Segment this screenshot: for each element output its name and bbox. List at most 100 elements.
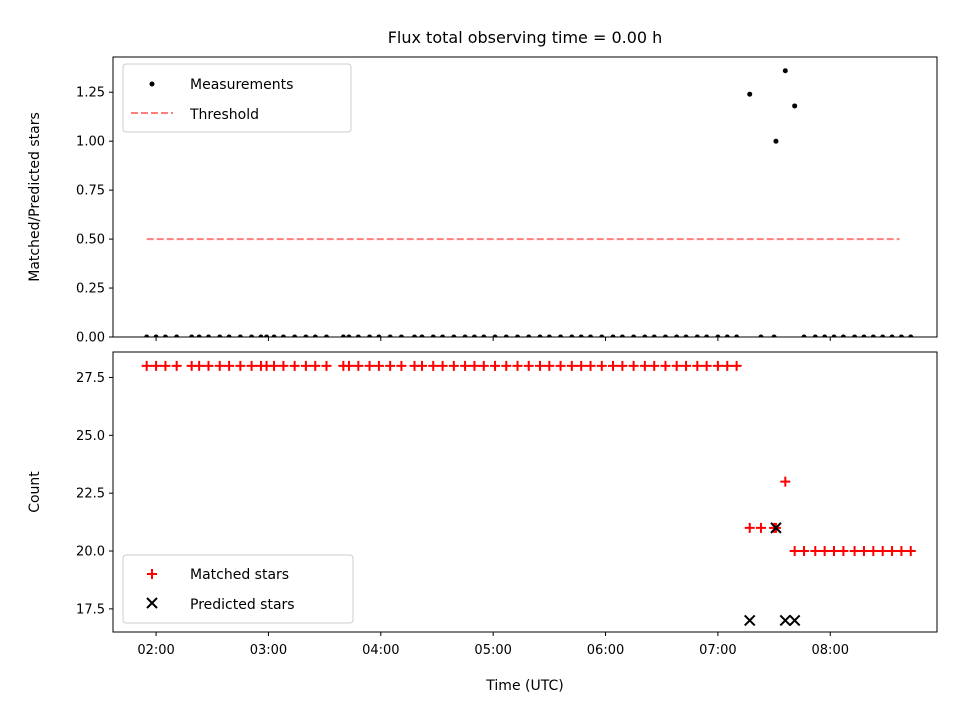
- matched-stars-point: [417, 360, 427, 371]
- matched-stars-point: [300, 360, 311, 371]
- matched-stars-point: [660, 360, 671, 371]
- matched-stars-point: [310, 360, 321, 371]
- matched-stars-point: [194, 360, 205, 371]
- measurements-point: [569, 334, 575, 337]
- bottom-y-tick-label: 17.5: [76, 602, 105, 617]
- matched-stars-point: [343, 360, 354, 371]
- matched-stars-point: [639, 360, 650, 371]
- matched-stars-point: [278, 360, 289, 371]
- measurements-point: [588, 334, 594, 337]
- matched-stars-point: [289, 360, 300, 371]
- matched-stars-point: [269, 360, 280, 371]
- matched-stars-point: [448, 360, 459, 371]
- matched-stars-point: [321, 360, 332, 371]
- measurements-point: [412, 334, 418, 337]
- top-panel: 0.00 0.25 0.50 0.75 1.00 1.25: [76, 56, 938, 346]
- matched-stars-point: [203, 360, 214, 371]
- bottom-y-tick-label: 20.0: [76, 545, 105, 560]
- bottom-x-tick-label: 06:00: [587, 643, 624, 658]
- top-axes-frame: [112, 56, 938, 338]
- measurements-point: [734, 334, 740, 337]
- matched-stars-point: [585, 360, 596, 371]
- measurements-point: [451, 334, 457, 337]
- measurements-point: [492, 334, 498, 337]
- matched-stars-point: [214, 360, 225, 371]
- measurements-point: [792, 103, 798, 109]
- measurements-point: [771, 334, 777, 337]
- measurements-point: [376, 334, 382, 337]
- bottom-x-tick-label: 08:00: [812, 643, 849, 658]
- measurements-point: [271, 334, 277, 337]
- measurements-point: [196, 334, 202, 337]
- matched-stars-point: [437, 360, 448, 371]
- measurements-point: [206, 334, 212, 337]
- matched-stars-point: [566, 360, 577, 371]
- matched-stars-point: [744, 522, 755, 533]
- top-y-axis-label: Matched/Predicted stars: [27, 112, 43, 282]
- matched-stars-point: [246, 360, 257, 371]
- measurements-point: [481, 334, 487, 337]
- bottom-x-tick-label: 07:00: [699, 643, 736, 658]
- measurements-point: [340, 334, 346, 337]
- measurements-point: [355, 334, 361, 337]
- measurements-point: [870, 334, 876, 337]
- legend-measurements-label: Measurements: [190, 77, 293, 93]
- matched-stars-point: [617, 360, 628, 371]
- matched-stars-point: [755, 522, 766, 533]
- measurements-point: [249, 334, 255, 337]
- matched-stars-point: [829, 546, 839, 557]
- measurements-point: [747, 91, 753, 97]
- top-y-tick-label: 1.00: [76, 135, 105, 150]
- matched-stars-point: [478, 360, 489, 371]
- predicted-stars-point: [779, 614, 792, 627]
- measurements-point: [303, 334, 309, 337]
- matched-stars-point: [819, 546, 830, 557]
- measurements-point: [515, 334, 521, 337]
- measurements-point: [430, 334, 436, 337]
- matched-stars-point: [628, 360, 639, 371]
- measurements-point: [174, 334, 180, 337]
- matched-stars-point: [555, 360, 566, 371]
- measurements-point: [558, 334, 564, 337]
- matched-stars-point: [460, 360, 471, 371]
- matched-stars-point: [681, 360, 692, 371]
- measurements-point: [599, 334, 605, 337]
- matched-stars-point: [896, 546, 907, 557]
- matched-stars-point: [692, 360, 703, 371]
- measurements-point: [610, 334, 616, 337]
- matched-stars-point: [649, 360, 660, 371]
- matched-stars-point: [608, 360, 619, 371]
- measurements-point: [237, 334, 243, 337]
- bottom-legend: Matched stars Predicted stars: [122, 554, 354, 624]
- matched-stars-point: [701, 360, 712, 371]
- measurements-point: [162, 334, 168, 337]
- matched-stars-point: [151, 360, 162, 371]
- measurements-point: [812, 334, 818, 337]
- measurements-point: [312, 334, 318, 337]
- matched-stars-point: [799, 546, 810, 557]
- measurements-point: [782, 68, 788, 74]
- top-y-tick-label: 1.25: [76, 86, 105, 101]
- measurements-point: [724, 334, 730, 337]
- measurements-point: [831, 334, 837, 337]
- measurements-point: [440, 334, 446, 337]
- legend-predicted-label: Predicted stars: [190, 597, 295, 613]
- matched-stars-point: [722, 360, 733, 371]
- measurements-point: [880, 334, 886, 337]
- matched-stars-point: [810, 546, 821, 557]
- measurements-point: [462, 334, 468, 337]
- top-y-tick-label: 0.00: [76, 331, 105, 346]
- bottom-y-tick-label: 22.5: [76, 487, 105, 502]
- matched-stars-point: [141, 360, 152, 371]
- measurements-point: [153, 334, 159, 337]
- measurements-point: [323, 334, 329, 337]
- matched-stars-point: [364, 360, 375, 371]
- measurements-point: [367, 334, 373, 337]
- measurements-point: [387, 334, 393, 337]
- measurements-point: [546, 334, 552, 337]
- bottom-plot-area: [141, 360, 916, 627]
- bottom-y-tick-label: 27.5: [76, 371, 105, 386]
- measurements-point: [419, 334, 425, 337]
- chart-title: Flux total observing time = 0.00 h: [388, 28, 663, 47]
